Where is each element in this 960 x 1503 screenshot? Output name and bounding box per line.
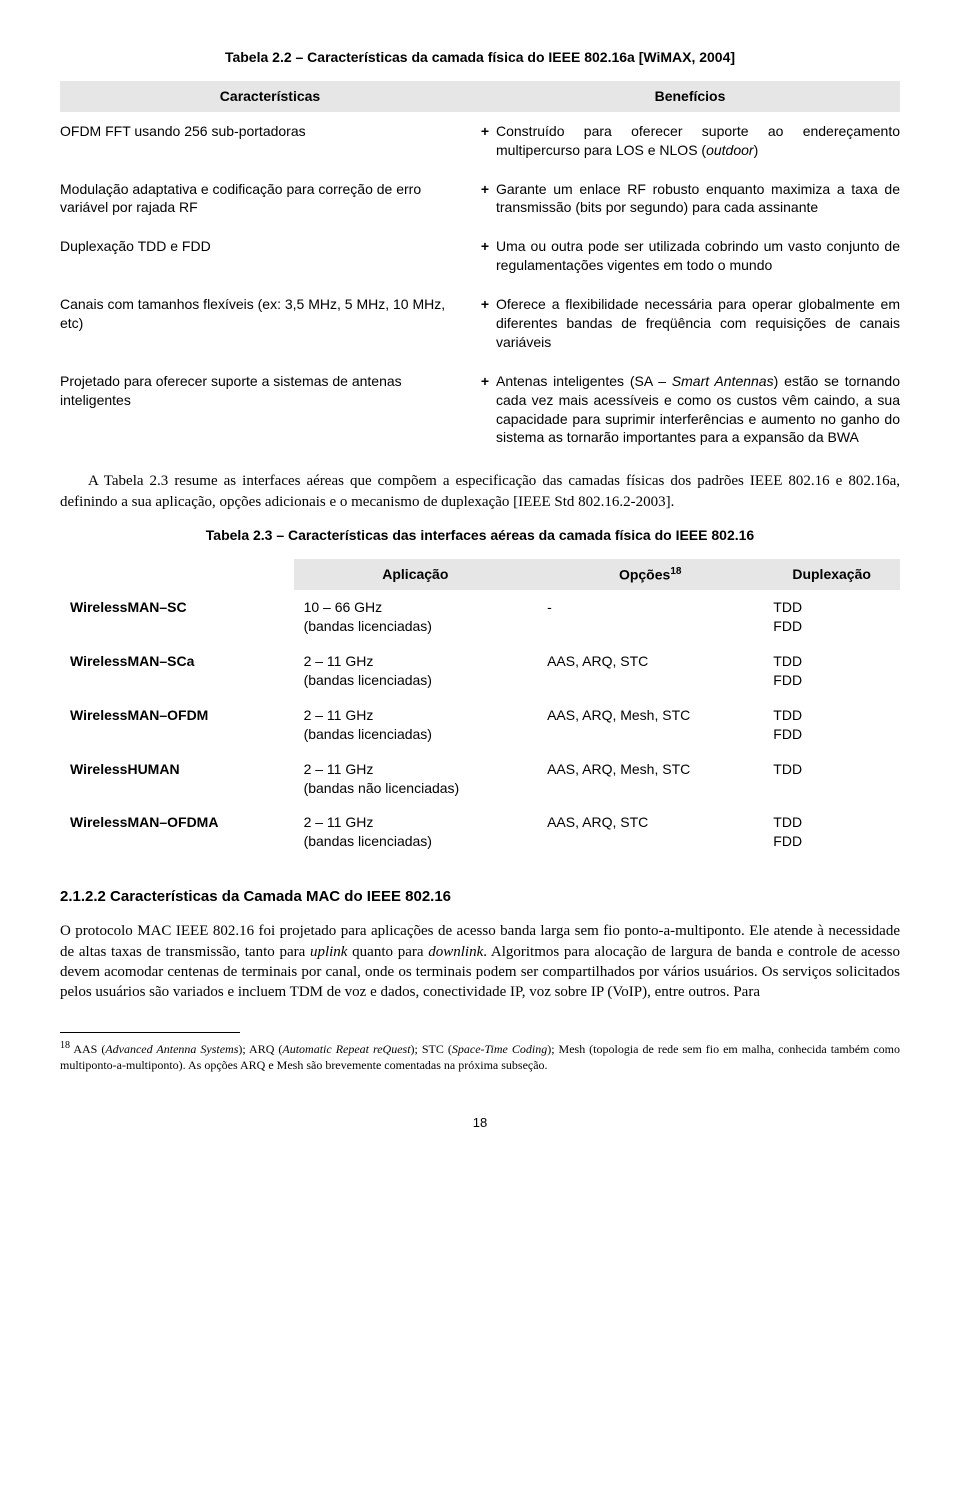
table23-options: AAS, ARQ, STC: [537, 644, 763, 698]
table23-header-dup: Duplexação: [763, 559, 900, 591]
plus-icon: +: [474, 176, 496, 222]
table23-interface-name: WirelessHUMAN: [60, 752, 294, 806]
table22-header-left: Características: [60, 81, 480, 112]
table23: Aplicação Opções18 Duplexação WirelessMA…: [60, 559, 900, 859]
page-number: 18: [60, 1114, 900, 1132]
table23-row: WirelessMAN–SCa2 – 11 GHz(bandas licenci…: [60, 644, 900, 698]
table23-interface-name: WirelessMAN–OFDM: [60, 698, 294, 752]
table23-application: 2 – 11 GHz(bandas licenciadas): [294, 644, 538, 698]
table23-duplexing: TDDFDD: [763, 590, 900, 644]
section-heading-mac: 2.1.2.2 Características da Camada MAC do…: [60, 887, 900, 907]
table23-options: -: [537, 590, 763, 644]
table23-header-app: Aplicação: [294, 559, 538, 591]
table23-row: WirelessMAN–OFDMA2 – 11 GHz(bandas licen…: [60, 805, 900, 859]
table23-interface-name: WirelessMAN–OFDMA: [60, 805, 294, 859]
table22-header-row: Características Benefícios: [60, 81, 900, 112]
table23-row: WirelessHUMAN2 – 11 GHz(bandas não licen…: [60, 752, 900, 806]
table22-row: Canais com tamanhos flexíveis (ex: 3,5 M…: [60, 285, 900, 362]
table23-options: AAS, ARQ, Mesh, STC: [537, 698, 763, 752]
table22-title: Tabela 2.2 – Características da camada f…: [60, 48, 900, 67]
table22-characteristic: Projetado para oferecer suporte a sistem…: [60, 368, 474, 452]
table22-body: OFDM FFT usando 256 sub-portadoras+Const…: [60, 112, 900, 458]
table22-row: Modulação adaptativa e codificação para …: [60, 170, 900, 228]
table22-characteristic: Duplexação TDD e FDD: [60, 233, 474, 279]
table22-row: Projetado para oferecer suporte a sistem…: [60, 362, 900, 458]
table22-row: Duplexação TDD e FDD+Uma ou outra pode s…: [60, 227, 900, 285]
table23-header-row: Aplicação Opções18 Duplexação: [60, 559, 900, 591]
plus-icon: +: [474, 233, 496, 279]
footnote-rule: [60, 1032, 240, 1033]
table23-options: AAS, ARQ, Mesh, STC: [537, 752, 763, 806]
paragraph-mac-body: O protocolo MAC IEEE 802.16 foi projetad…: [60, 921, 900, 1002]
table22-benefit: Antenas inteligentes (SA – Smart Antenna…: [496, 368, 900, 452]
table23-duplexing: TDD: [763, 752, 900, 806]
table22-characteristic: Modulação adaptativa e codificação para …: [60, 176, 474, 222]
table23-header-opts: Opções18: [537, 559, 763, 591]
table23-title: Tabela 2.3 – Características das interfa…: [60, 526, 900, 545]
table23-application: 2 – 11 GHz(bandas não licenciadas): [294, 752, 538, 806]
table23-duplexing: TDDFDD: [763, 644, 900, 698]
table22-benefit: Oferece a flexibilidade necessária para …: [496, 291, 900, 356]
table22-characteristic: Canais com tamanhos flexíveis (ex: 3,5 M…: [60, 291, 474, 356]
table22-benefit: Construído para oferecer suporte ao ende…: [496, 118, 900, 164]
table23-application: 2 – 11 GHz(bandas licenciadas): [294, 698, 538, 752]
table23-row: WirelessMAN–OFDM2 – 11 GHz(bandas licenc…: [60, 698, 900, 752]
plus-icon: +: [474, 368, 496, 452]
plus-icon: +: [474, 291, 496, 356]
table22-benefit: Garante um enlace RF robusto enquanto ma…: [496, 176, 900, 222]
table23-application: 2 – 11 GHz(bandas licenciadas): [294, 805, 538, 859]
table22-header-right: Benefícios: [480, 81, 900, 112]
table23-interface-name: WirelessMAN–SCa: [60, 644, 294, 698]
table23-duplexing: TDDFDD: [763, 698, 900, 752]
table23-row: WirelessMAN–SC10 – 66 GHz(bandas licenci…: [60, 590, 900, 644]
table23-application: 10 – 66 GHz(bandas licenciadas): [294, 590, 538, 644]
plus-icon: +: [474, 118, 496, 164]
table23-options: AAS, ARQ, STC: [537, 805, 763, 859]
table23-duplexing: TDDFDD: [763, 805, 900, 859]
footnote-18: 18 AAS (Advanced Antenna Systems); ARQ (…: [60, 1039, 900, 1073]
paragraph-table23-intro: A Tabela 2.3 resume as interfaces aéreas…: [60, 471, 900, 512]
table22-row: OFDM FFT usando 256 sub-portadoras+Const…: [60, 112, 900, 170]
table22-characteristic: OFDM FFT usando 256 sub-portadoras: [60, 118, 474, 164]
table22-benefit: Uma ou outra pode ser utilizada cobrindo…: [496, 233, 900, 279]
table23-interface-name: WirelessMAN–SC: [60, 590, 294, 644]
